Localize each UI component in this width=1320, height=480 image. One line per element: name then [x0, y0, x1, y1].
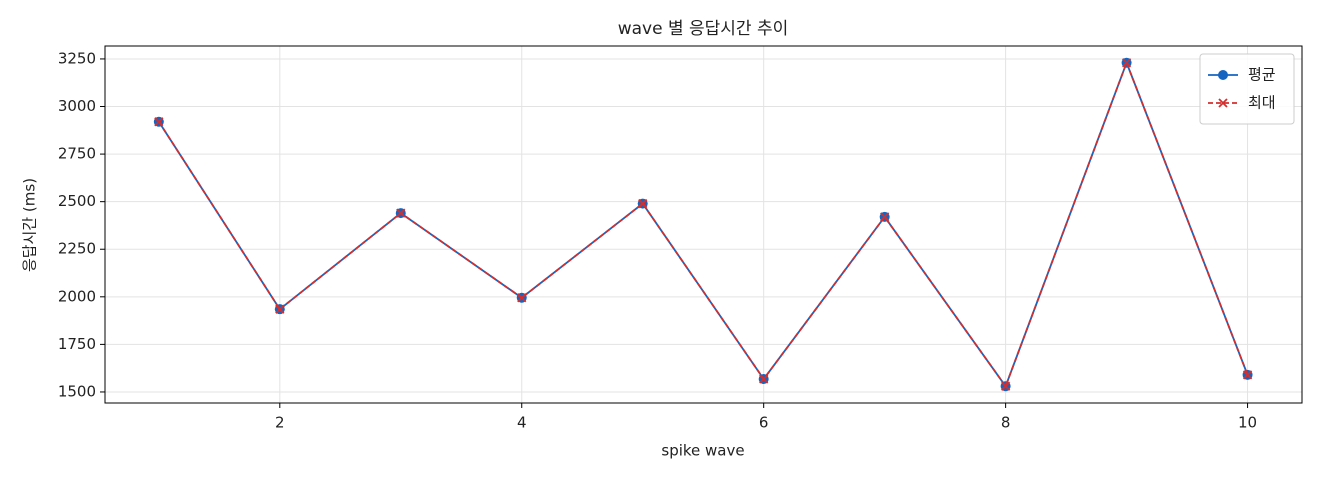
marker [1121, 58, 1132, 68]
chart-title: wave 별 응답시간 추이 [618, 19, 789, 39]
marker [638, 198, 648, 209]
x-tick-label: 10 [1238, 414, 1257, 432]
legend-box [1199, 53, 1295, 125]
marker [396, 208, 406, 218]
y-tick-label: 1500 [58, 382, 96, 400]
y-tick-label: 1750 [58, 335, 96, 353]
marker [1000, 381, 1011, 391]
marker [154, 117, 164, 127]
legend-label: 평균 [1248, 66, 1276, 84]
marker [759, 374, 769, 384]
x-tick-label: 6 [759, 414, 769, 432]
series-line [158, 60, 1249, 389]
x-axis-label: spike wave [661, 442, 744, 460]
x-tick-label: 2 [275, 414, 285, 432]
y-axis-label: 응답시간 (ms) [21, 178, 39, 272]
y-tick-label: 3000 [58, 97, 96, 115]
y-tick-label: 2750 [58, 145, 96, 163]
y-tick-label: 2250 [58, 240, 96, 258]
y-tick-label: 2000 [58, 287, 96, 305]
y-tick-label: 3250 [58, 49, 96, 67]
plot-frame [104, 45, 1303, 404]
legend-marker [1218, 70, 1228, 80]
marker [880, 212, 890, 222]
series-line [158, 60, 1249, 389]
marker [517, 293, 527, 303]
x-tick-label: 4 [517, 414, 527, 432]
legend-label: 최대 [1248, 94, 1276, 112]
x-tick-label: 8 [1001, 414, 1011, 432]
legend-marker [1218, 98, 1228, 108]
marker [1242, 370, 1253, 380]
y-tick-label: 2500 [58, 192, 96, 210]
marker [275, 304, 285, 314]
